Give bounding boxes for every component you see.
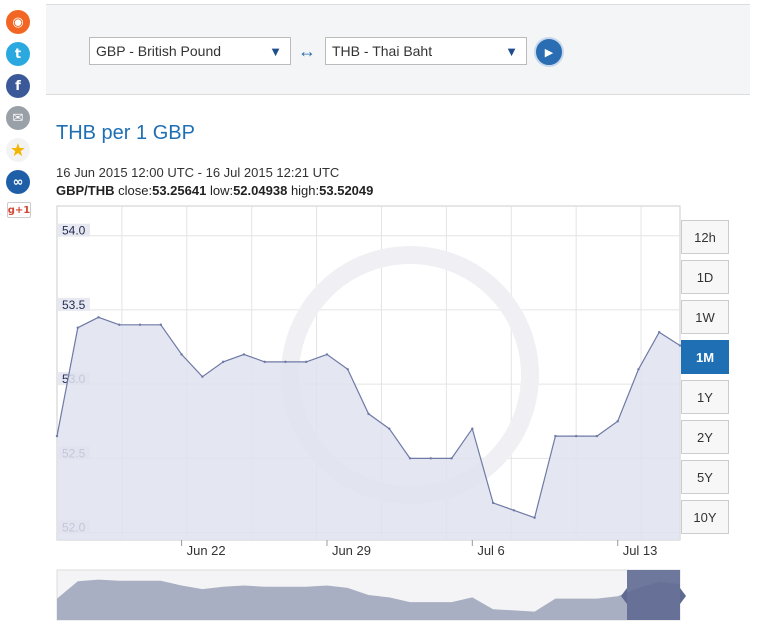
- data-point: [471, 427, 474, 430]
- data-point: [491, 501, 495, 505]
- email-icon[interactable]: ✉: [6, 106, 30, 130]
- rss-icon[interactable]: ◉: [6, 10, 30, 34]
- to-currency-select[interactable]: THB - Thai Baht ▼: [325, 37, 527, 65]
- x-tick-label: Jun 22: [187, 543, 226, 558]
- y-tick-label-bg: [58, 223, 90, 237]
- data-point: [97, 316, 100, 319]
- data-point: [346, 368, 349, 371]
- close-label: close:: [118, 183, 153, 198]
- chart-title: THB per 1 GBP: [56, 122, 195, 144]
- chevron-down-icon: ▼: [269, 44, 282, 59]
- data-point: [554, 434, 557, 438]
- data-point: [138, 323, 142, 326]
- low-value: 52.04938: [233, 183, 288, 198]
- swap-icon[interactable]: ↔: [298, 41, 316, 61]
- social-share-bar: ◉ t f ✉ ★ ∞ g+1: [6, 10, 34, 226]
- data-point: [512, 509, 516, 512]
- data-point: [574, 434, 578, 438]
- data-point: [595, 434, 599, 438]
- period-button-1m[interactable]: 1M: [681, 340, 729, 374]
- data-point: [263, 360, 266, 364]
- data-point: [118, 323, 121, 326]
- y-tick-label: 54.0: [62, 224, 86, 238]
- data-point: [678, 344, 682, 347]
- from-currency-label: GBP - British Pound: [96, 43, 222, 59]
- chevron-down-icon: ▼: [505, 44, 518, 59]
- period-button-1w[interactable]: 1W: [681, 300, 729, 334]
- period-button-1y[interactable]: 1Y: [681, 380, 729, 414]
- period-button-12h[interactable]: 12h: [681, 220, 729, 254]
- navigator-window: [627, 570, 680, 620]
- rate-stats: GBP/THB close:53.25641 low:52.04938 high…: [56, 183, 373, 198]
- pair-label: GBP/THB: [56, 183, 115, 198]
- google-plus-icon[interactable]: g+1: [7, 202, 31, 218]
- data-point: [616, 420, 619, 423]
- period-button-2y[interactable]: 2Y: [681, 420, 729, 454]
- data-point: [533, 516, 536, 519]
- data-point: [242, 353, 246, 356]
- go-button[interactable]: ▶: [534, 37, 564, 67]
- data-point: [201, 375, 204, 378]
- high-label: high:: [290, 183, 320, 198]
- x-tick-label: Jun 29: [332, 543, 371, 558]
- period-button-10y[interactable]: 10Y: [681, 500, 729, 534]
- data-point: [408, 457, 412, 460]
- rate-area: [57, 317, 680, 540]
- navigator-series: [57, 579, 680, 620]
- data-point: [637, 368, 640, 371]
- low-label: low:: [209, 183, 234, 198]
- data-point: [76, 326, 79, 329]
- data-point: [55, 434, 59, 438]
- data-point: [180, 353, 183, 356]
- link-icon[interactable]: ∞: [6, 170, 30, 194]
- x-tick-label: Jul 13: [623, 543, 658, 558]
- x-tick-label: Jul 6: [477, 543, 504, 558]
- to-currency-label: THB - Thai Baht: [332, 43, 433, 59]
- twitter-icon[interactable]: t: [6, 42, 30, 66]
- navigator-handle-left: [621, 588, 627, 604]
- data-point: [429, 457, 432, 460]
- data-point: [159, 323, 163, 326]
- star-icon[interactable]: ★: [6, 138, 30, 162]
- data-point: [658, 330, 661, 334]
- facebook-icon[interactable]: f: [6, 74, 30, 98]
- period-button-1d[interactable]: 1D: [681, 260, 729, 294]
- data-point: [388, 427, 391, 430]
- close-value: 53.25641: [152, 183, 207, 198]
- navigator-handle-right: [680, 588, 686, 604]
- period-button-5y[interactable]: 5Y: [681, 460, 729, 494]
- date-range: 16 Jun 2015 12:00 UTC - 16 Jul 2015 12:2…: [56, 165, 340, 180]
- data-point: [450, 457, 453, 460]
- converter-bar: GBP - British Pound ▼ ↔ THB - Thai Baht …: [46, 4, 750, 95]
- data-point: [325, 353, 329, 356]
- data-point: [305, 360, 308, 364]
- from-currency-select[interactable]: GBP - British Pound ▼: [89, 37, 291, 65]
- y-tick-label: 53.5: [62, 298, 86, 312]
- data-point: [284, 360, 287, 364]
- y-tick-label-bg: [58, 297, 90, 311]
- high-value: 53.52049: [319, 183, 374, 198]
- data-point: [367, 412, 370, 416]
- data-point: [221, 360, 225, 364]
